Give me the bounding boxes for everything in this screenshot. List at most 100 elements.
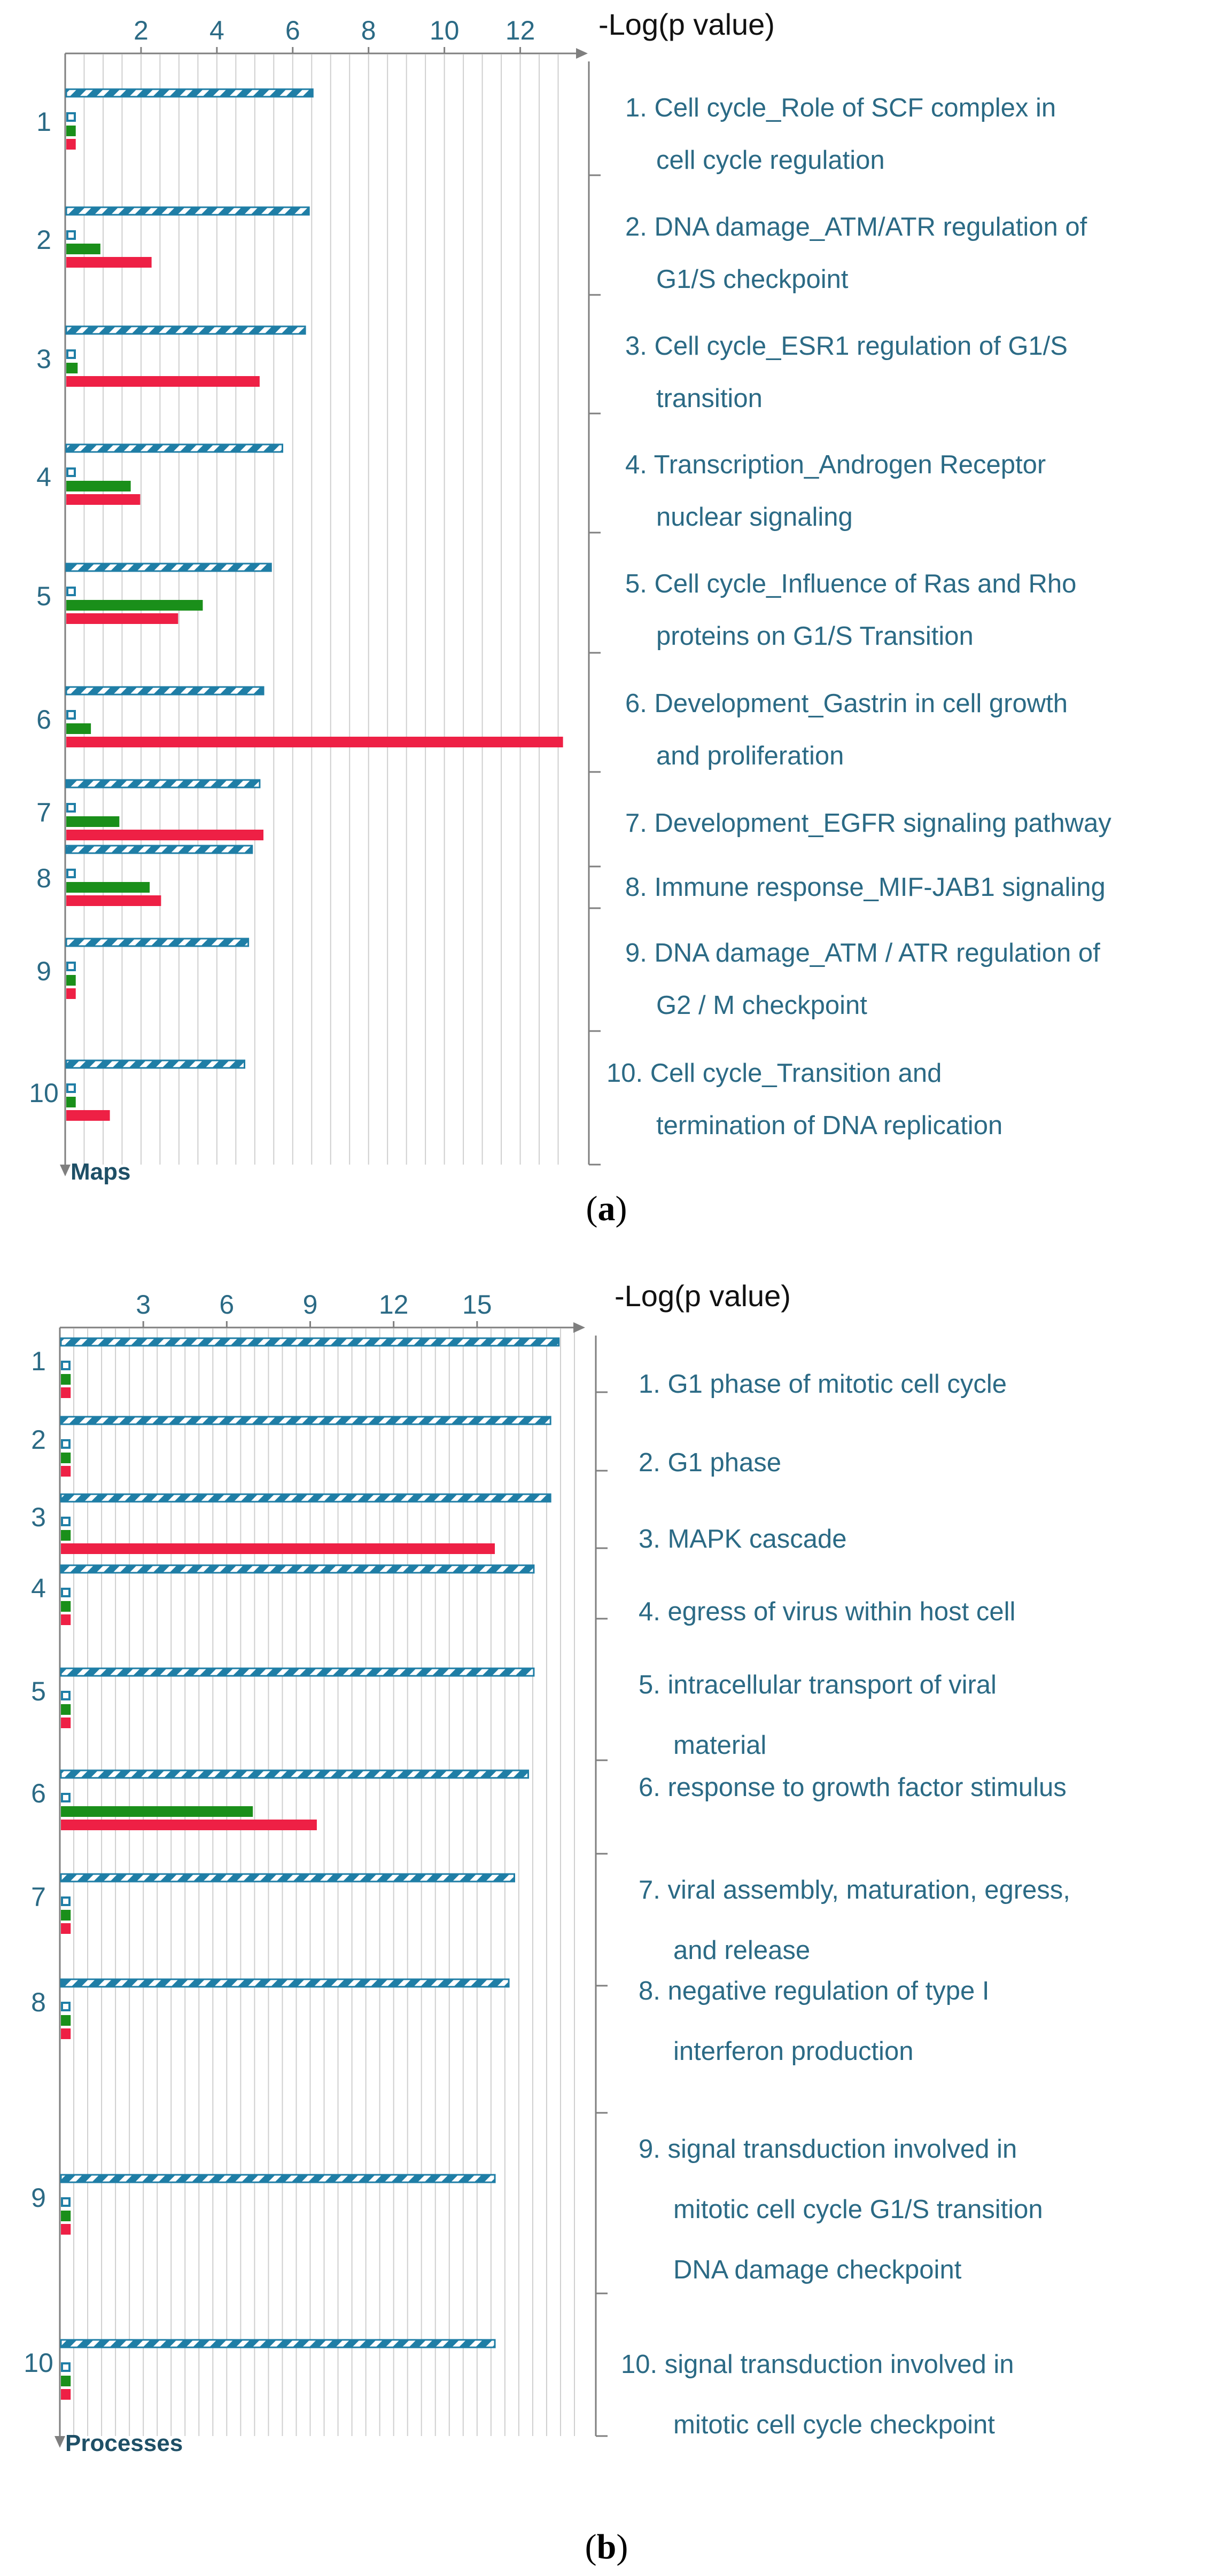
category-group: 2 2. DNA damage_ATM/ATR regulation of G1/S… [36,206,1087,296]
bar-red [66,830,264,840]
category-group: 4 4. egress of virus within host cell [31,1564,1015,1626]
category-label: 5 [31,1676,46,1706]
legend-label: 4. Transcription_Androgen Receptor [625,450,1046,479]
bar-striped [65,845,253,854]
bar-green [61,1910,71,1921]
legend-label: 6. response to growth factor stimulus [639,1773,1067,1802]
bar-striped [65,779,261,789]
category-label: 10 [29,1078,59,1108]
legend-label: 5. Cell cycle_Influence of Ras and Rho [625,569,1076,598]
bar-green [61,1601,71,1612]
legend-label: 3. Cell cycle_ESR1 regulation of G1/S [625,332,1068,361]
legend-label: DNA damage checkpoint [673,2255,962,2284]
category-group: 8 8. Immune response_MIF-JAB1 signaling [36,845,1106,909]
bar-striped [65,686,265,696]
category-label: 6 [31,1778,46,1808]
legend-label: G2 / M checkpoint [656,991,867,1020]
category-label: 2 [31,1425,46,1455]
category-group: 4 4. Transcription_Androgen Receptor nucle… [36,443,1046,534]
legend-label: cell cycle regulation [656,146,885,175]
bar-red [66,988,76,999]
bar-square [66,349,76,359]
bar-striped [65,563,272,572]
bar-square [66,230,76,240]
legend-label: termination of DNA replication [656,1111,1002,1140]
bar-red [61,1614,71,1625]
chart-a: 2 4 6 8 10 12 -Log(p value) Maps 1 1. Cell cycle_… [29,7,1111,1185]
bar-red [61,1820,317,1830]
legend-label: 2. DNA damage_ATM/ATR regulation of [625,213,1087,241]
bar-striped [60,1564,535,1574]
bar-square [66,962,76,971]
bar-red [61,1718,71,1728]
x-tick-label: 6 [219,1290,234,1320]
bar-red [61,2224,71,2235]
legend-label: transition [656,384,763,413]
bar-green [66,723,91,734]
bar-green [66,975,76,986]
category-group: 9 9. signal transduction involved in mitot… [31,2135,1043,2294]
bar-striped [60,1337,560,1347]
bar-green [66,481,131,491]
legend-label: 5. intracellular transport of viral [639,1671,997,1699]
bar-green [66,600,203,611]
bar-green [61,1806,253,1817]
panel-label-b: (b) [585,2527,628,2566]
category-group: 10 10. signal transduction involved in mit… [24,2339,1014,2439]
bar-green [61,1530,71,1541]
bar-striped [60,1416,551,1425]
bar-square [61,1896,71,1906]
legend-label: material [673,1731,766,1760]
bar-square [61,2197,71,2207]
legend-label: 8. Immune response_MIF-JAB1 signaling [625,873,1106,902]
category-label: 3 [31,1502,46,1532]
bar-green [66,363,78,373]
bar-square [61,1588,71,1597]
category-group: 9 9. DNA damage_ATM / ATR regulation of G2… [36,938,1100,1032]
legend-label: mitotic cell cycle G1/S transition [673,2195,1043,2224]
bar-red [61,2028,71,2039]
legend-label: G1/S checkpoint [656,265,849,294]
bar-square [61,2362,71,2372]
bar-red [66,376,260,387]
bar-red [66,139,76,150]
bar-red [66,494,141,505]
panel-label-a: (a) [586,1189,627,1228]
legend-label: 1. G1 phase of mitotic cell cycle [639,1370,1007,1399]
bar-green [66,882,150,893]
chart-b: 3 6 9 12 15 -Log(p value) Processes 1 1. G1 phas… [24,1279,1070,2456]
category-label: 6 [36,705,51,735]
x-tick-label: 9 [303,1290,318,1320]
legend-label: 8. negative regulation of type I [639,1977,990,2005]
bar-striped [65,938,250,947]
bar-green [66,126,76,136]
bar-square [61,1793,71,1802]
bar-striped [60,1493,551,1503]
bar-green [61,1704,71,1715]
bar-green [61,2376,71,2386]
bar-striped [60,1873,515,1883]
category-label: 5 [36,581,51,611]
category-group: 6 6. Development_Gastrin in cell growth an… [36,686,1068,773]
bar-striped [65,443,283,453]
legend-label: 10. Cell cycle_Transition and [606,1059,942,1088]
category-group: 3 3. MAPK cascade [31,1493,846,1554]
x-tick-label: 15 [462,1290,492,1320]
legend-label: 4. egress of virus within host cell [639,1597,1015,1626]
x-tick-label: 3 [136,1290,151,1320]
bar-red [61,1543,495,1554]
bar-striped [65,1059,246,1069]
category-label: 8 [31,1987,46,2017]
bar-red [61,1387,71,1398]
legend-label: 6. Development_Gastrin in cell growth [625,689,1068,718]
category-group: 8 8. negative regulation of type I interfe… [31,1977,990,2114]
bar-green [61,1374,71,1385]
category-group: 3 3. Cell cycle_ESR1 regulation of G1/S tr… [36,325,1068,415]
category-group: 5 5. Cell cycle_Influence of Ras and Rho p… [36,563,1076,654]
bar-square [66,869,76,878]
bar-square [66,467,76,477]
x-axis-arrow-icon [573,1322,585,1333]
category-label: 1 [36,107,51,137]
bar-square [66,803,76,813]
bar-red [61,2389,71,2400]
